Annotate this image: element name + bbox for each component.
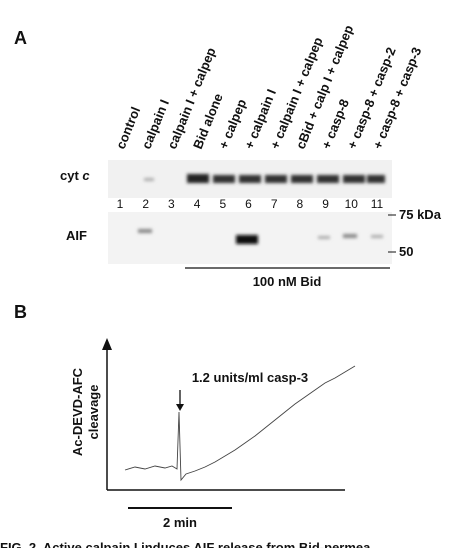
lane-number: 10 [345,197,359,211]
lane-numbers: 1 2 3 4 5 6 7 8 9 10 11 [117,197,384,211]
lane-number: 7 [271,197,278,211]
caption: FIG. 2. Active calpain I induces AIF rel… [0,540,371,548]
row-label-cyt: cyt [60,168,79,183]
panel-label: B [14,302,27,322]
bracket-label: 100 nM Bid [253,274,322,289]
lane-number: 11 [371,197,384,211]
row-label: cyt c [60,168,90,183]
row-label: AIF [66,228,87,243]
lane-number: 4 [194,197,201,211]
scale-bar-label: 2 min [163,515,197,530]
row-label-italic: c [82,168,90,183]
panel-label: A [14,28,27,48]
marker-label: 50 [399,244,413,259]
lane-number: 9 [322,197,329,211]
lane-number: 3 [168,197,175,211]
lane-number: 2 [142,197,149,211]
lane-number: 8 [297,197,304,211]
lane-number: 5 [219,197,226,211]
marker-label: 75 kDa [399,207,442,222]
y-arrow [102,338,112,350]
y-label: cleavage [86,385,101,440]
annotation-arrowhead [176,404,184,411]
cytc-bands [144,174,385,183]
trace [124,365,356,482]
lane-number: 6 [245,197,252,211]
y-label: Ac-DEVD-AFC [70,367,85,456]
lane-number: 1 [117,197,124,211]
annotation: 1.2 units/ml casp-3 [192,370,308,385]
aif-bands [138,229,383,244]
